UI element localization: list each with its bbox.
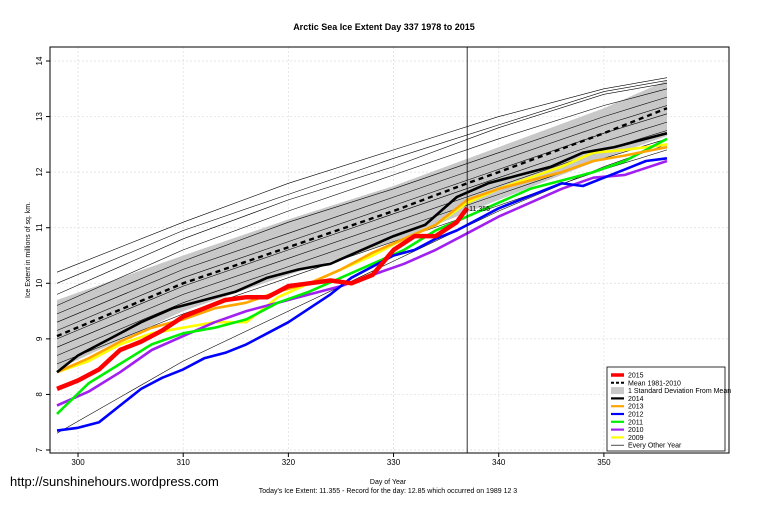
y-tick-label: 7 — [35, 447, 44, 452]
series-line-2011 — [56, 137, 668, 415]
other-year-line — [56, 105, 668, 323]
current-value-label: 11.355 — [469, 206, 490, 213]
series-line-2014 — [56, 131, 668, 374]
legend-label-mean: Mean 1981-2010 — [628, 380, 681, 387]
y-tick-label: 11 — [35, 223, 44, 232]
other-year-line — [56, 96, 668, 315]
other-year-line — [56, 88, 668, 306]
other-year-line — [56, 82, 668, 295]
other-year-line — [56, 77, 668, 273]
other-year-line — [56, 121, 668, 340]
y-axis-label: Ice Extent in millions of sq. km. — [25, 202, 32, 298]
x-tick-label: 350 — [597, 458, 611, 467]
other-year-line — [56, 80, 668, 284]
chart-title: Arctic Sea Ice Extent Day 337 1978 to 20… — [293, 22, 475, 32]
legend-label-2011: 2011 — [628, 419, 643, 426]
legend-label-sd_band: 1 Standard Deviation From Mean — [628, 388, 731, 395]
series-line-2012 — [56, 157, 668, 432]
x-tick-label: 340 — [492, 458, 506, 467]
x-tick-label: 300 — [71, 458, 85, 467]
plot-frame — [49, 46, 730, 454]
series-line-2015 — [56, 206, 470, 391]
website-url: http://sunshinehours.wordpress.com — [10, 474, 219, 489]
other-years-layer — [56, 77, 668, 434]
legend-swatch-sd_band — [611, 387, 624, 395]
legend-label-2014: 2014 — [628, 396, 644, 403]
y-tick-label: 13 — [35, 112, 44, 121]
current-day-marker: 11.355 — [466, 47, 490, 453]
legend-label-other: Every Other Year — [628, 443, 682, 450]
y-tick-label: 12 — [35, 167, 44, 176]
y-tick-label: 9 — [35, 336, 44, 341]
legend-label-2009: 2009 — [628, 435, 644, 442]
x-tick-label: 320 — [282, 458, 296, 467]
mean-layer — [56, 107, 668, 338]
legend-label-2010: 2010 — [628, 427, 644, 434]
footer-note: Today's Ice Extent: 11.355 - Record for … — [259, 488, 518, 495]
legend-box — [606, 366, 726, 452]
y-tick-label: 10 — [35, 278, 44, 287]
series-line-2013 — [56, 145, 668, 374]
x-axis-ticks: 300 310 320 330 340 350 — [71, 453, 611, 467]
x-tick-label: 310 — [177, 458, 191, 467]
x-tick-label: 330 — [387, 458, 401, 467]
legend-label-2015: 2015 — [628, 373, 644, 380]
legend-label-2013: 2013 — [628, 404, 644, 411]
legend-label-2012: 2012 — [628, 412, 644, 419]
series-layer — [56, 131, 668, 432]
other-year-line — [56, 144, 668, 434]
mean-line — [56, 107, 668, 338]
y-tick-label: 8 — [35, 392, 44, 397]
y-axis-ticks: 7 8 9 10 11 12 13 14 — [35, 56, 50, 452]
x-axis-label: Day of Year — [370, 479, 407, 486]
y-tick-label: 14 — [35, 56, 44, 65]
other-year-line — [56, 113, 668, 331]
